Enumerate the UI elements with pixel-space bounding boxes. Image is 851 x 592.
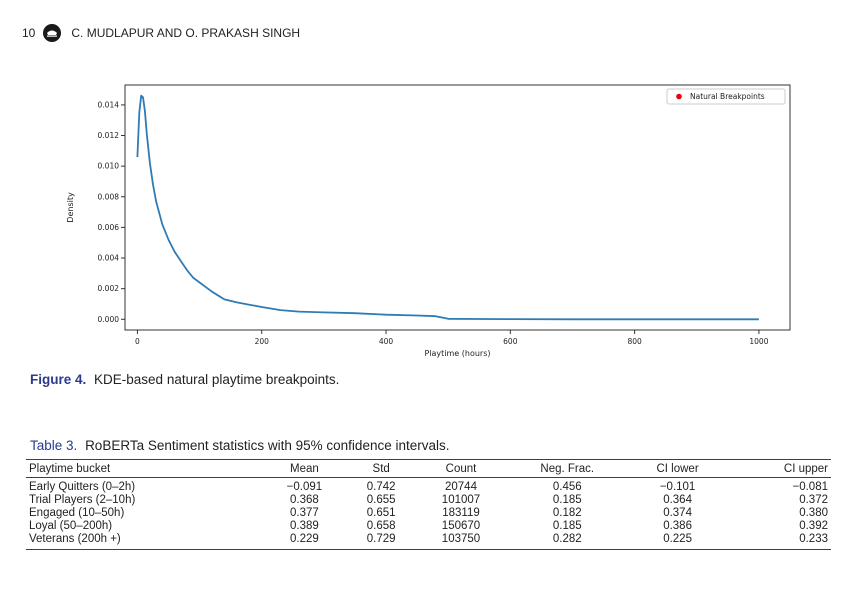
table-cell: 0.655 <box>366 494 396 506</box>
table-cell: 0.456 <box>552 481 582 493</box>
table-cell: 103750 <box>441 533 481 545</box>
y-tick-label: 0.000 <box>98 315 120 324</box>
table-cell: 0.658 <box>366 520 396 532</box>
plot-frame <box>124 84 791 331</box>
table-cell: −0.091 <box>286 481 323 493</box>
table-cell: Engaged (10–50h) <box>29 507 125 519</box>
table-caption-text: RoBERTa Sentiment statistics with 95% co… <box>85 438 450 453</box>
table-cell: 0.389 <box>290 520 319 532</box>
y-tick-label: 0.014 <box>98 100 120 109</box>
x-tick-label: 400 <box>379 337 394 346</box>
table-cell: 0.742 <box>366 481 396 493</box>
table-cell: 0.229 <box>290 533 319 545</box>
table-cell: 183119 <box>442 507 480 519</box>
column-header: Mean <box>290 463 319 475</box>
column-header: Std <box>372 463 390 475</box>
table-cell: −0.081 <box>792 481 829 493</box>
y-tick-label: 0.004 <box>98 254 120 263</box>
table-cell: 0.185 <box>552 520 582 532</box>
table-row: Veterans (200h +) 0.229 0.729 103750 0.2… <box>26 533 831 550</box>
table-cell: 0.182 <box>552 507 582 519</box>
table-label: Table 3. <box>30 438 78 453</box>
x-tick-label: 1000 <box>749 337 768 346</box>
page-number: 10 <box>22 26 36 40</box>
journal-logo-icon <box>43 24 62 42</box>
y-tick-label: 0.010 <box>98 162 120 171</box>
table-cell: 20744 <box>445 481 477 493</box>
table-cell: 0.282 <box>552 533 582 545</box>
table-cell: 0.364 <box>663 494 692 506</box>
column-header: Neg. Frac. <box>540 463 595 475</box>
table-cell: 0.225 <box>663 533 692 545</box>
table-cell: 0.372 <box>799 494 828 506</box>
table-cell: 0.729 <box>366 533 396 545</box>
table-cell: Trial Players (2–10h) <box>29 494 136 506</box>
kde-density-line <box>136 94 759 321</box>
figure-caption: Figure 4. KDE-based natural playtime bre… <box>30 372 339 387</box>
table-cell: 0.380 <box>799 507 828 519</box>
table-caption: Table 3. RoBERTa Sentiment statistics wi… <box>30 438 449 453</box>
table-row: Engaged (10–50h) 0.377 0.651 183119 0.18… <box>26 507 831 520</box>
figure-label: Figure 4. <box>30 372 87 387</box>
table-row: Early Quitters (0–2h) −0.091 0.742 20744… <box>26 478 831 495</box>
y-tick-label: 0.008 <box>98 192 120 201</box>
legend-marker <box>676 93 682 100</box>
table-cell: 0.377 <box>290 507 319 519</box>
author-names: C. MUDLAPUR AND O. PRAKASH SINGH <box>71 26 301 40</box>
x-tick-label: 0 <box>135 337 140 346</box>
legend-label: Natural Breakpoints <box>690 92 765 101</box>
table-cell: 0.233 <box>799 533 828 545</box>
table-cell: 150670 <box>441 520 481 532</box>
column-header: Playtime bucket <box>29 463 111 475</box>
y-axis-label: Density <box>66 192 75 223</box>
table-cell: 0.368 <box>290 494 319 506</box>
y-tick-label: 0.006 <box>98 223 120 232</box>
x-axis-label: Playtime (hours) <box>424 349 490 358</box>
table-cell: Early Quitters (0–2h) <box>29 481 136 493</box>
table-cell: Veterans (200h +) <box>29 533 121 545</box>
y-tick-label: 0.002 <box>98 284 120 293</box>
column-header: CI lower <box>656 463 699 475</box>
column-header: Count <box>445 463 477 475</box>
table-header-row: Playtime bucket Mean Std Count Neg. Frac… <box>26 459 831 478</box>
table-cell: 0.386 <box>663 520 692 532</box>
table-cell: −0.101 <box>659 481 696 493</box>
table-cell: 0.651 <box>366 507 396 519</box>
x-tick-label: 800 <box>627 337 642 346</box>
y-tick-label: 0.012 <box>98 131 120 140</box>
table-cell: 0.392 <box>799 520 828 532</box>
kde-chart: 0 200 400 600 800 1000 0.000 0.002 0.004 0.006 0.0… <box>60 80 800 365</box>
x-tick-label: 600 <box>503 337 518 346</box>
figure-caption-text: KDE-based natural playtime breakpoints. <box>94 372 340 387</box>
table-row: Loyal (50–200h) 0.389 0.658 150670 0.185… <box>26 520 831 533</box>
kde-chart-svg: 0 200 400 600 800 1000 0.000 0.002 0.004 0.006 0.0… <box>66 84 791 358</box>
table-cell: 0.374 <box>663 507 692 519</box>
column-header: CI upper <box>783 463 828 475</box>
running-header: 10 C. MUDLAPUR AND O. PRAKASH SINGH <box>22 24 300 42</box>
table-cell: 101007 <box>441 494 481 506</box>
sentiment-table: Playtime bucket Mean Std Count Neg. Frac… <box>26 459 831 550</box>
table-cell: Loyal (50–200h) <box>29 520 113 532</box>
table-cell: 0.185 <box>552 494 582 506</box>
table-row: Trial Players (2–10h) 0.368 0.655 101007… <box>26 494 831 507</box>
legend-box <box>666 88 786 105</box>
x-tick-label: 200 <box>255 337 270 346</box>
